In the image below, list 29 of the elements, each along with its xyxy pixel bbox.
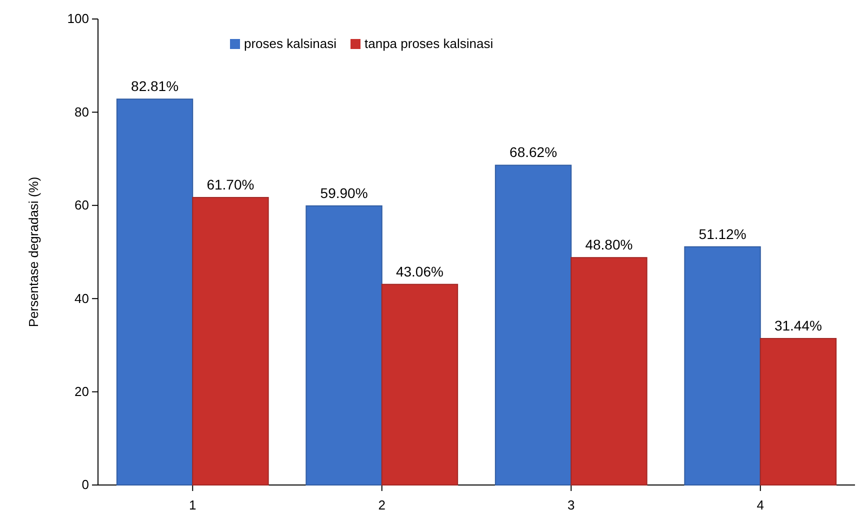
data-label: 48.80%: [585, 236, 633, 253]
bar: [192, 196, 269, 486]
data-label: 68.62%: [510, 144, 558, 160]
y-axis-title: Persentase degradasi (%): [26, 176, 41, 328]
bar: [760, 338, 837, 486]
legend-label: tanpa proses kalsinasi: [364, 36, 494, 51]
data-label: 43.06%: [396, 263, 444, 280]
x-tick-label: 3: [568, 498, 575, 513]
data-label: 31.44%: [774, 317, 822, 334]
legend-label: proses kalsinasi: [244, 36, 337, 51]
y-tick-label: 0: [82, 477, 89, 492]
y-tick-label: 40: [74, 290, 89, 306]
data-label: 82.81%: [131, 78, 179, 94]
y-tick-label: 100: [67, 11, 89, 26]
bar: [306, 205, 382, 486]
data-label: 59.90%: [320, 184, 368, 201]
y-tick-label: 20: [74, 384, 89, 399]
y-tick-label: 80: [74, 104, 89, 120]
x-tick-label: 1: [189, 498, 196, 513]
bar: [570, 257, 648, 486]
y-tick-label: 60: [74, 198, 89, 213]
bar: [494, 164, 572, 486]
x-tick-label: 2: [378, 498, 386, 513]
data-label: 51.12%: [698, 226, 746, 242]
x-tick-label: 4: [756, 498, 764, 513]
bar: [684, 246, 761, 486]
bar: [116, 98, 194, 486]
data-label: 61.70%: [206, 176, 254, 192]
bar: [381, 284, 458, 486]
